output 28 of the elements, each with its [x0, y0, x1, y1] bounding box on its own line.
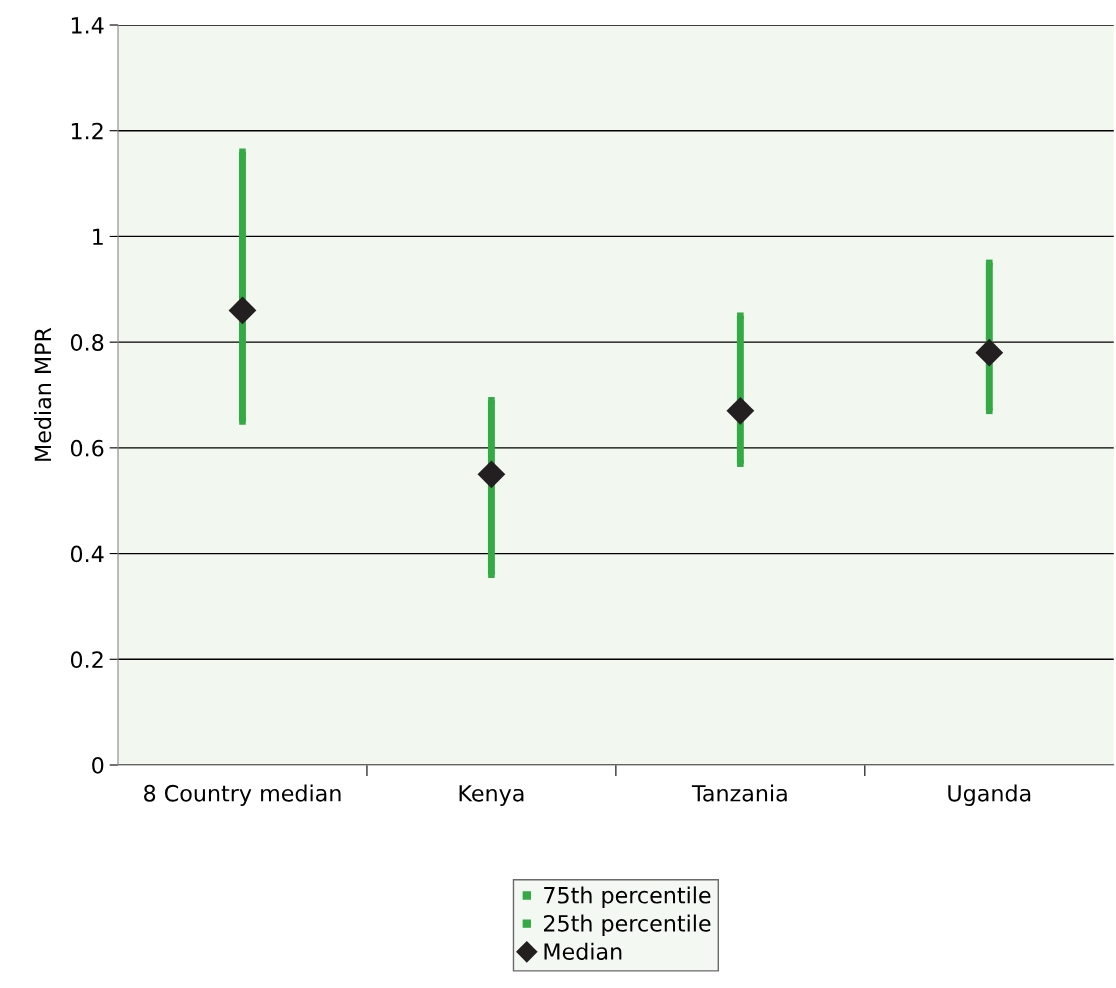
- point: [986, 407, 993, 415]
- legend-label: 25th percentile: [543, 914, 711, 937]
- x-tick-label: 8 Country median: [144, 784, 341, 806]
- point: [726, 396, 755, 425]
- y-axis-title: Median MPR: [34, 327, 52, 461]
- point: [488, 571, 495, 578]
- point: [737, 312, 744, 319]
- y-tick-label: 0.2: [70, 651, 103, 669]
- x-tick-label: Kenya: [459, 785, 524, 806]
- x-tick-label: Tanzania: [691, 784, 787, 802]
- legend-label: 75th percentile: [544, 886, 711, 908]
- y-tick-label: 1: [93, 228, 103, 245]
- y-tick-label: 1.4: [71, 17, 104, 34]
- y-tick-label: 0.6: [70, 439, 104, 457]
- point: [228, 296, 257, 325]
- point: [488, 397, 495, 404]
- y-tick-label: 0.8: [70, 334, 104, 351]
- point: [477, 460, 506, 489]
- point: [975, 338, 1004, 367]
- point: [737, 460, 744, 467]
- y-tick-label: 0: [92, 756, 104, 774]
- point: [239, 418, 246, 425]
- y-tick-label: 1.2: [71, 122, 103, 140]
- x-tick-label: Uganda: [948, 784, 1031, 806]
- legend-label: Median: [544, 942, 622, 960]
- point: [239, 148, 246, 156]
- point: [986, 259, 993, 267]
- y-tick-label: 0.4: [70, 545, 104, 563]
